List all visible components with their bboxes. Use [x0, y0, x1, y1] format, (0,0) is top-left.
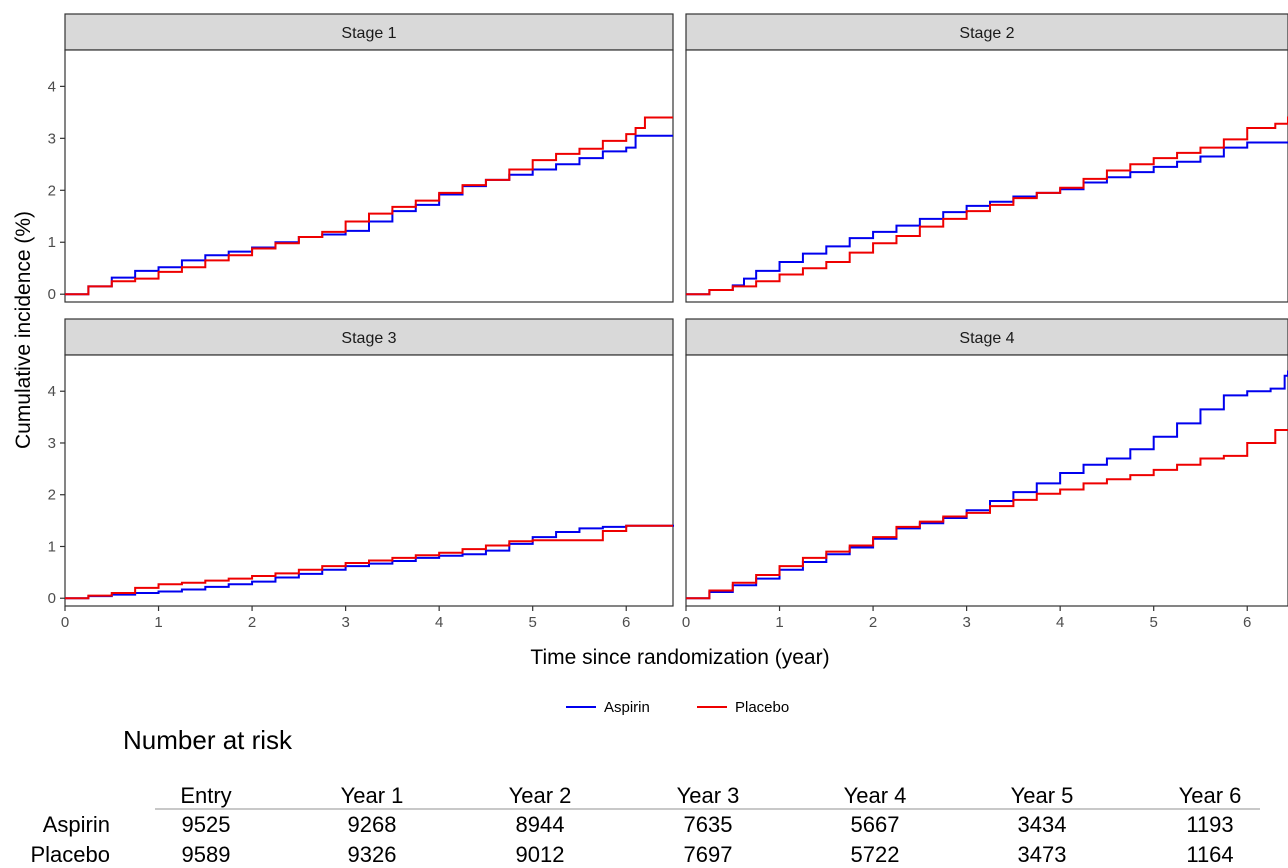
- panel-4-xtick-label: 6: [1243, 614, 1251, 631]
- panel-4-xtick-label: 3: [962, 614, 970, 631]
- panel-2-line-placebo: [686, 116, 1288, 296]
- risk-table-cell: 5722: [850, 842, 900, 867]
- risk-table-header: Year 1: [340, 783, 404, 808]
- panel-3-ytick-label: 1: [48, 538, 56, 555]
- panel-2-strip-label: Stage 2: [959, 25, 1014, 42]
- panel-3-ytick-label: 2: [48, 487, 56, 504]
- panel-1-line-placebo: [65, 116, 673, 296]
- risk-table-header: Year 3: [676, 783, 740, 808]
- panel-4-strip: [685, 318, 1288, 356]
- panel-3-ytick-label: 4: [48, 383, 56, 400]
- panel-3-xtick-label: 6: [622, 614, 630, 631]
- chart: Stage 1 0 1 2 3 4 Stage 2 Stage 3 0 1 2 3 4 0 1 2 3 4 5 6 St…: [12, 13, 1288, 716]
- panel-4-strip-label: Stage 4: [959, 330, 1014, 347]
- legend-label-placebo: Placebo: [735, 699, 789, 716]
- panel-2-line-aspirin: [686, 141, 1288, 296]
- risk-table-cell: 9268: [347, 812, 397, 837]
- risk-table-cell: 7697: [683, 842, 733, 867]
- panel-2-strip: [685, 13, 1288, 51]
- panel-3-xtick-label: 5: [529, 614, 537, 631]
- risk-table-title: Number at risk: [123, 725, 293, 755]
- risk-table-cell: 3473: [1017, 842, 1067, 867]
- panel-1-ytick-label: 3: [48, 130, 56, 147]
- panel-3-ytick-label: 3: [48, 435, 56, 452]
- risk-table-header: Year 2: [508, 783, 572, 808]
- risk-table-cell: 8944: [515, 812, 565, 837]
- panel-3-xtick-label: 3: [341, 614, 349, 631]
- risk-table-header: Year 5: [1010, 783, 1074, 808]
- risk-table-header: Year 6: [1178, 783, 1242, 808]
- risk-table-header: Entry: [180, 783, 232, 808]
- panel-1-ytick-label: 0: [48, 286, 56, 303]
- panel-3-xtick-label: 4: [435, 614, 443, 631]
- panel-1-ytick-label: 4: [48, 78, 56, 95]
- risk-table-cell: 9525: [181, 812, 231, 837]
- panel-1-strip-label: Stage 1: [341, 25, 396, 42]
- risk-table-row-label: Aspirin: [42, 812, 110, 837]
- risk-table-cell: 7635: [683, 812, 733, 837]
- panel-3-line-placebo: [65, 524, 673, 600]
- risk-table-cell: 5667: [850, 812, 900, 837]
- panel-3-ytick-label: 0: [48, 590, 56, 607]
- legend-label-aspirin: Aspirin: [604, 699, 650, 716]
- panel-1-ytick-label: 1: [48, 234, 56, 251]
- panel-3-line-aspirin: [65, 524, 674, 600]
- panel-4-line-placebo: [686, 429, 1288, 600]
- panel-4-xtick-label: 1: [775, 614, 783, 631]
- panel-4-xtick-label: 0: [682, 614, 690, 631]
- panel-1-frame: [64, 49, 674, 303]
- panel-1-ytick-label: 2: [48, 182, 56, 199]
- risk-table-row-label: Placebo: [30, 842, 110, 867]
- panel-4-xtick-label: 4: [1056, 614, 1064, 631]
- risk-table-cell: 3434: [1017, 812, 1067, 837]
- panel-1-line-aspirin: [65, 134, 673, 296]
- x-axis-title: Time since randomization (year): [530, 646, 829, 669]
- risk-table: Number at risk Entry Year 1 Year 2 Year 3 Ye…: [0, 725, 1288, 867]
- risk-table-rule: [155, 808, 1260, 810]
- panel-2-frame: [685, 49, 1288, 303]
- panel-3-xtick-label: 1: [154, 614, 162, 631]
- panel-4-frame: [685, 354, 1288, 607]
- panel-3-xtick-label: 0: [61, 614, 69, 631]
- risk-table-cell: 9326: [347, 842, 397, 867]
- panel-4-xtick-label: 2: [869, 614, 877, 631]
- panel-3-strip-label: Stage 3: [341, 330, 396, 347]
- panel-4-xtick-label: 5: [1150, 614, 1158, 631]
- risk-table-cell: 1164: [1186, 842, 1234, 867]
- risk-table-header: Year 4: [843, 783, 907, 808]
- risk-table-cell: 9012: [515, 842, 565, 867]
- panel-3-xtick-label: 2: [248, 614, 256, 631]
- y-axis-title: Cumulative incidence (%): [12, 211, 35, 449]
- panel-3-frame: [64, 354, 674, 607]
- risk-table-cell: 9589: [181, 842, 231, 867]
- risk-table-cell: 1193: [1186, 812, 1234, 837]
- panel-1-strip: [64, 13, 674, 51]
